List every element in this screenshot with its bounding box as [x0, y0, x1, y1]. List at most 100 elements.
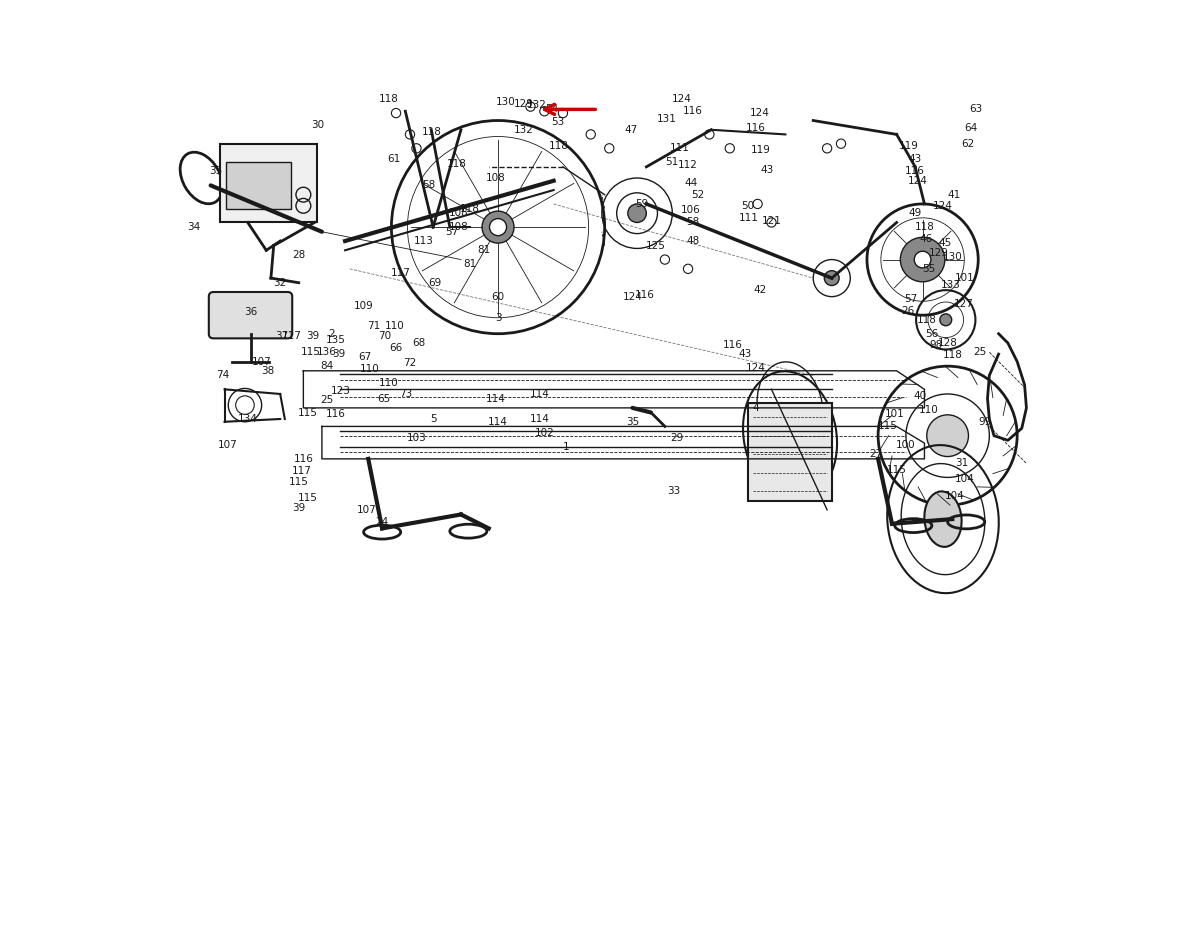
Text: 124: 124: [934, 201, 953, 210]
Text: 84: 84: [320, 362, 334, 371]
Text: 29: 29: [671, 434, 684, 443]
Text: 34: 34: [187, 222, 200, 232]
Text: 123: 123: [330, 387, 350, 396]
Text: 40: 40: [913, 391, 926, 400]
Text: 25: 25: [973, 348, 986, 357]
Circle shape: [814, 260, 851, 297]
Text: 66: 66: [390, 343, 403, 352]
Text: 45: 45: [938, 238, 952, 248]
Text: 67: 67: [358, 352, 371, 362]
Text: 32: 32: [274, 278, 287, 287]
Text: 118: 118: [914, 222, 935, 232]
Circle shape: [490, 219, 506, 235]
Text: 100: 100: [896, 440, 916, 450]
Text: 124: 124: [672, 95, 691, 104]
Text: 118: 118: [446, 159, 467, 169]
Text: 35: 35: [209, 167, 222, 176]
Text: 44: 44: [684, 178, 697, 187]
Text: 128: 128: [937, 338, 958, 348]
Text: 114: 114: [488, 417, 508, 426]
Text: 115: 115: [887, 465, 906, 475]
Text: 110: 110: [360, 364, 380, 374]
Text: 114: 114: [530, 414, 550, 424]
Text: 115: 115: [298, 408, 318, 417]
Text: 63: 63: [968, 105, 982, 114]
Text: 102: 102: [534, 428, 554, 438]
Text: 116: 116: [683, 107, 703, 116]
Text: 125: 125: [646, 241, 666, 250]
Text: 60: 60: [492, 292, 504, 301]
Text: 115: 115: [298, 493, 318, 502]
Text: 116: 116: [635, 290, 654, 299]
Text: 64: 64: [964, 123, 978, 133]
Text: 50: 50: [740, 201, 754, 210]
Text: 108: 108: [486, 173, 506, 183]
Text: 106: 106: [680, 206, 701, 215]
Text: 130: 130: [496, 97, 515, 107]
Text: 118: 118: [421, 127, 442, 136]
Text: 36: 36: [244, 308, 257, 317]
Text: 115: 115: [289, 477, 308, 487]
Text: 107: 107: [356, 505, 377, 514]
Text: 110: 110: [919, 405, 938, 414]
Text: 59: 59: [635, 199, 648, 209]
Bar: [227, 162, 292, 209]
Text: 71: 71: [367, 322, 380, 331]
Text: 119: 119: [750, 146, 770, 155]
Text: 104: 104: [946, 491, 965, 501]
Text: 117: 117: [282, 331, 302, 340]
Text: 25: 25: [320, 396, 334, 405]
Text: 113: 113: [414, 236, 434, 246]
Text: 114: 114: [530, 389, 550, 399]
Text: 1: 1: [563, 442, 569, 451]
Text: 35: 35: [626, 417, 640, 426]
Text: 134: 134: [238, 414, 258, 424]
Ellipse shape: [924, 491, 961, 547]
Text: 37: 37: [276, 331, 289, 340]
Text: 107: 107: [217, 440, 238, 450]
Circle shape: [940, 314, 952, 325]
Text: 55: 55: [923, 264, 936, 273]
Text: 30: 30: [311, 121, 324, 130]
Text: 118: 118: [942, 350, 962, 360]
Text: 74: 74: [216, 371, 229, 380]
Text: 133: 133: [941, 280, 960, 289]
Text: 124: 124: [745, 363, 766, 373]
Text: 117: 117: [292, 466, 312, 476]
Text: 107: 107: [252, 357, 271, 366]
Text: 101: 101: [884, 410, 905, 419]
Text: 108: 108: [449, 222, 469, 232]
FancyBboxPatch shape: [209, 292, 293, 338]
Text: 3: 3: [494, 313, 502, 323]
Text: 41: 41: [948, 190, 961, 199]
Text: 81: 81: [478, 246, 491, 255]
Text: 4: 4: [752, 403, 760, 413]
Text: 43: 43: [761, 165, 774, 174]
Circle shape: [482, 211, 514, 243]
Text: 116: 116: [294, 454, 313, 464]
Text: 116: 116: [326, 410, 346, 419]
Text: 46: 46: [919, 235, 932, 244]
Text: 131: 131: [656, 114, 677, 123]
Text: 62: 62: [961, 139, 974, 148]
Text: 111: 111: [738, 213, 758, 222]
Text: 112: 112: [678, 160, 698, 170]
Text: 27: 27: [870, 450, 883, 459]
Text: 58: 58: [686, 218, 700, 227]
Text: 33: 33: [667, 487, 680, 496]
Text: 117: 117: [391, 269, 410, 278]
Text: 2: 2: [328, 329, 335, 338]
Circle shape: [914, 251, 931, 268]
Text: 124: 124: [623, 292, 642, 301]
Text: 118: 118: [461, 204, 480, 213]
Text: 24: 24: [376, 517, 389, 527]
Text: 38: 38: [262, 366, 275, 375]
Text: 68: 68: [413, 338, 426, 348]
Text: 39: 39: [292, 503, 305, 513]
Text: 65: 65: [377, 394, 391, 403]
Text: 28: 28: [292, 250, 305, 260]
Text: 39: 39: [306, 331, 319, 340]
Text: 52: 52: [691, 190, 704, 199]
Text: 111: 111: [670, 144, 690, 153]
Text: 116: 116: [905, 167, 925, 176]
